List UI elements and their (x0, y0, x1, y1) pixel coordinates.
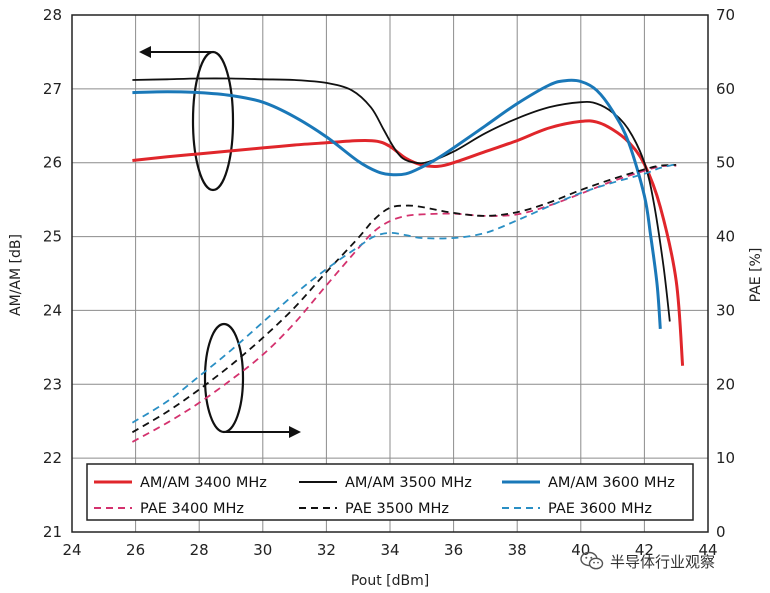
watermark-text: 半导体行业观察 (610, 552, 716, 571)
y-right-tick-label: 20 (716, 375, 735, 393)
x-axis-label: Pout [dBm] (351, 573, 429, 589)
y-right-tick-label: 60 (716, 80, 735, 98)
x-tick-label: 42 (635, 541, 654, 559)
x-tick-label: 24 (62, 541, 81, 559)
y-left-tick-label: 27 (43, 80, 62, 98)
y-right-tick-label: 0 (716, 523, 726, 541)
y-left-tick-label: 25 (43, 228, 62, 246)
wechat-logo-icon (580, 551, 604, 570)
series-line-pae-3600-mhz (131, 163, 677, 424)
tick-labels: 24 26 28 30 32 34 36 38 40 42 44 21 22 23 24 25 26 27 28 0 1… (43, 6, 735, 559)
legend: AM/AM 3400 MHz AM/AM 3500 MHz AM/AM 3600 M… (86, 463, 694, 521)
axis-labels: Pout [dBm] AM/AM [dB] PAE [%] (8, 234, 764, 589)
watermark: 半导体行业观察 (580, 548, 765, 574)
pae-series-group-ellipse (203, 322, 245, 434)
arrowhead-left-icon (139, 46, 151, 58)
x-tick-label: 30 (253, 541, 272, 559)
legend-label: PAE 3500 MHz (345, 501, 449, 517)
legend-label: PAE 3400 MHz (140, 501, 244, 517)
y-right-tick-label: 70 (716, 6, 735, 24)
x-tick-label: 38 (508, 541, 527, 559)
arrowhead-right-icon (289, 426, 301, 438)
y-right-tick-label: 30 (716, 301, 735, 319)
y-left-tick-label: 26 (43, 154, 62, 172)
y-left-tick-label: 23 (43, 375, 62, 393)
y-right-tick-label: 40 (716, 228, 735, 246)
y-left-tick-label: 21 (43, 523, 62, 541)
x-tick-label: 40 (571, 541, 590, 559)
legend-box (86, 463, 694, 521)
x-tick-label: 32 (317, 541, 336, 559)
plot-area-border (71, 14, 709, 533)
legend-label: AM/AM 3500 MHz (345, 475, 472, 491)
y-left-tick-label: 24 (43, 301, 62, 319)
y-right-tick-label: 10 (716, 449, 735, 467)
x-tick-label: 28 (190, 541, 209, 559)
series-line-pae-3500-mhz (131, 164, 677, 434)
y-left-tick-label: 28 (43, 6, 62, 24)
y-axis-right-label: PAE [%] (748, 248, 764, 303)
x-tick-label: 36 (444, 541, 463, 559)
y-right-tick-label: 50 (716, 154, 735, 172)
y-left-tick-label: 22 (43, 449, 62, 467)
x-tick-label: 44 (698, 541, 717, 559)
y-axis-left-label: AM/AM [dB] (8, 234, 24, 316)
legend-label: AM/AM 3600 MHz (548, 475, 675, 491)
series-line-am-am-3500-mhz (132, 77, 671, 322)
legend-label: PAE 3600 MHz (548, 501, 652, 517)
data-series (131, 77, 685, 443)
series-line-pae-3400-mhz (131, 164, 677, 443)
x-tick-label: 26 (126, 541, 145, 559)
axis-indicator-annotations (139, 46, 301, 438)
series-line-am-am-3400-mhz (132, 119, 685, 366)
x-tick-label: 34 (380, 541, 399, 559)
legend-label: AM/AM 3400 MHz (140, 475, 267, 491)
plot-frame (71, 14, 709, 533)
series-line-am-am-3600-mhz (132, 78, 662, 330)
